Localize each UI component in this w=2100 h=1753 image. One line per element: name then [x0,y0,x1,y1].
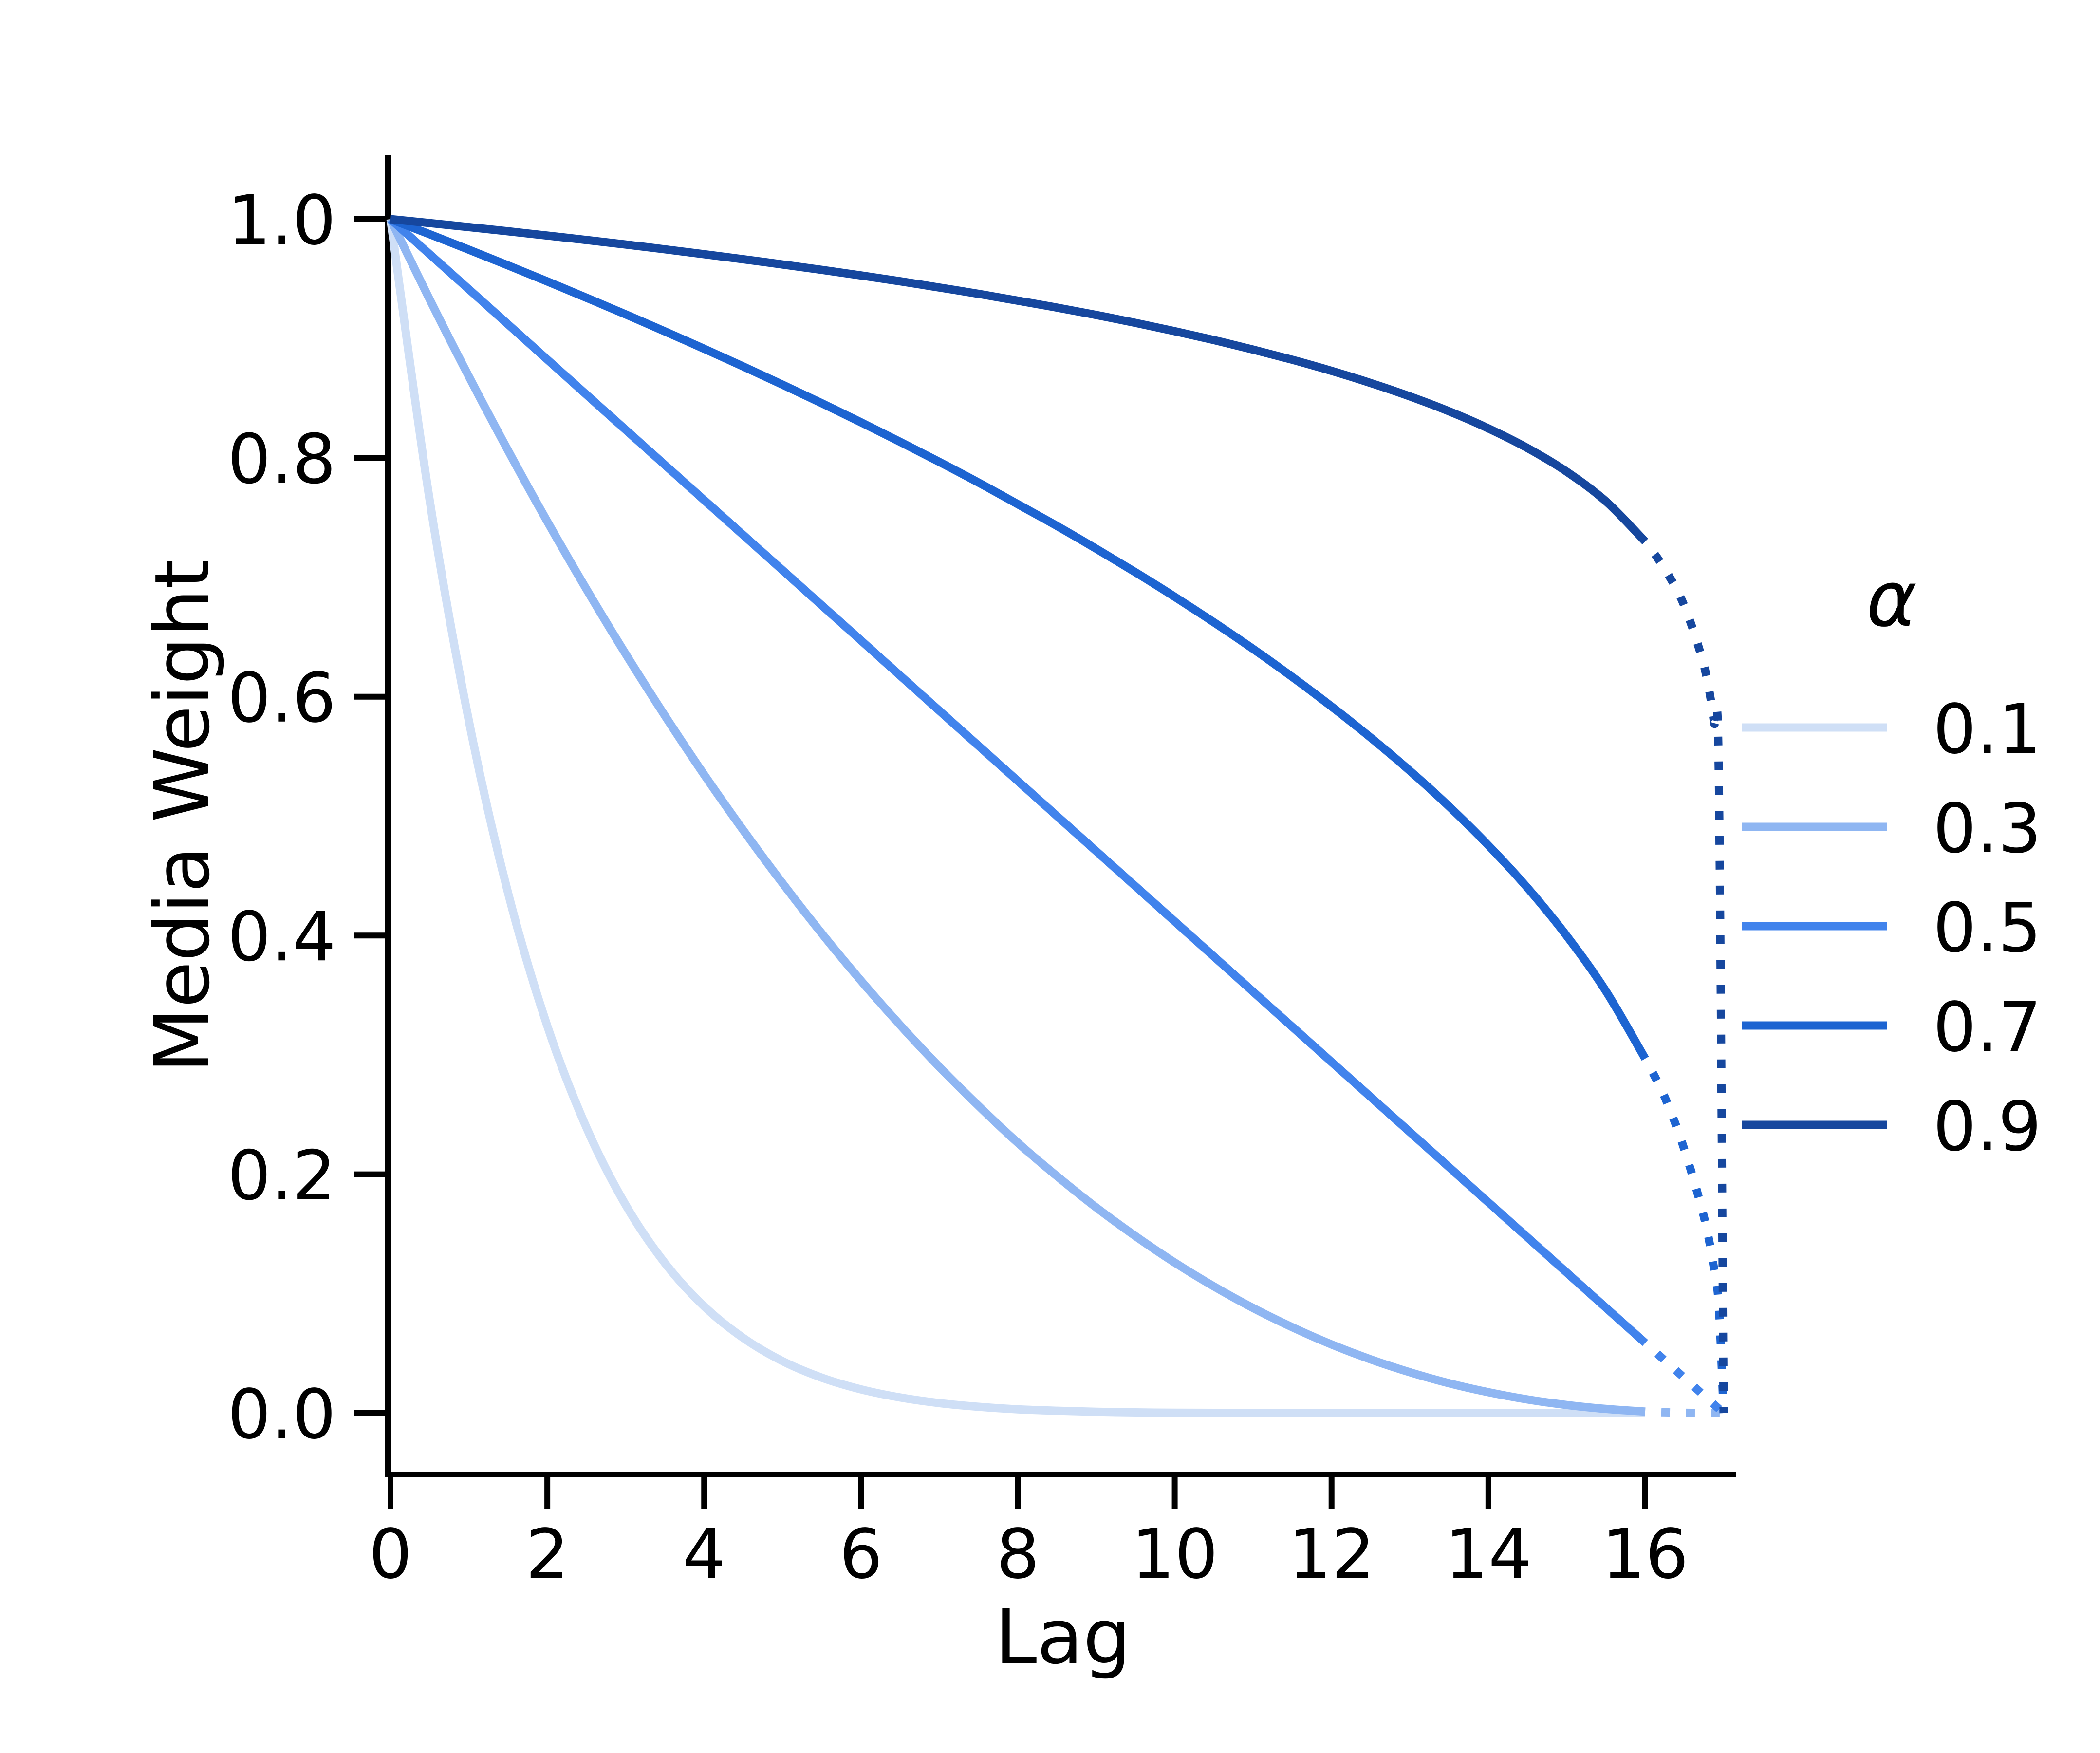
curve-solid-alpha-0.7 [389,215,1649,1061]
x-axis-label: Lag [995,1593,1131,1681]
y-tick-label: 0.4 [227,897,336,977]
curve-dotted-alpha-0.3 [1645,1407,1724,1417]
legend-title: α [1866,555,1917,644]
x-tick-label: 16 [1602,1515,1689,1594]
legend-label-alpha-0.5: 0.5 [1933,889,2042,968]
y-tick-label: 0.2 [227,1137,336,1216]
x-tick-label: 14 [1445,1515,1532,1594]
y-tick-label: 1.0 [227,181,336,261]
x-tick-label: 6 [839,1515,883,1594]
curve-solid-alpha-0.5 [388,216,1648,1346]
curve-solid-alpha-0.1 [386,218,1645,1417]
x-tick-label: 12 [1288,1515,1375,1594]
legend-label-alpha-0.3: 0.3 [1933,789,2042,869]
curve-solid-alpha-0.9 [390,215,1649,544]
y-tick-label: 0.8 [227,420,336,499]
legend-label-alpha-0.7: 0.7 [1933,988,2042,1067]
curve-dotted-alpha-0.9 [1642,539,1728,1414]
axes-layer: 0.0 0.2 0.4 0.6 0.8 1.0 0 2 4 6 8 10 12 14 16 [227,155,1736,1594]
legend-layer: 0.1 0.3 0.5 0.7 0.9 [1742,690,2042,1167]
curve-dotted-alpha-0.7 [1641,1057,1728,1414]
x-tick-label: 4 [683,1515,726,1594]
curve-solid-alpha-0.3 [387,217,1646,1416]
y-axis-label: Media Weight [138,559,226,1073]
curves-layer [386,215,1728,1417]
legend-label-alpha-0.9: 0.9 [1933,1087,2042,1167]
legend-label-alpha-0.1: 0.1 [1933,690,2042,769]
x-tick-label: 8 [996,1515,1040,1594]
x-tick-label: 10 [1132,1515,1218,1594]
x-tick-label: 0 [369,1515,412,1594]
curve-dotted-alpha-0.5 [1642,1340,1727,1417]
x-tick-label: 2 [526,1515,569,1594]
y-tick-label: 0.6 [227,659,336,738]
y-tick-label: 0.0 [227,1375,336,1455]
